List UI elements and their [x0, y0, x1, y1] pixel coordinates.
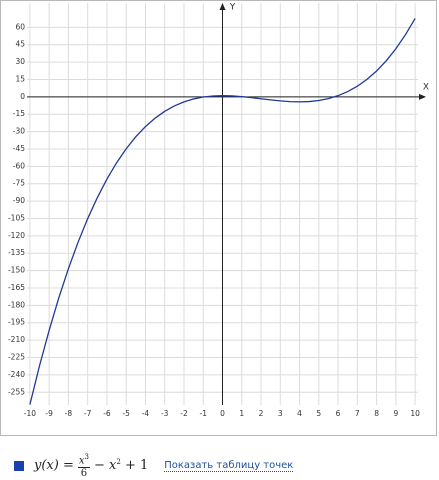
y-tick-label: -15	[13, 109, 25, 118]
x-tick-label: -8	[65, 409, 73, 418]
x-tick-label: -4	[142, 409, 150, 418]
formula: y(x) = x3 6 − x2 + 1	[34, 453, 148, 478]
numerator-exp: 3	[84, 453, 89, 462]
formula-exp: 2	[116, 458, 121, 467]
y-tick-label: -180	[8, 300, 25, 309]
denominator: 6	[80, 467, 88, 479]
numerator: x	[78, 455, 85, 467]
x-tick-label: 0	[220, 409, 225, 418]
x-tick-label: -2	[180, 409, 188, 418]
y-axis-label: Y	[229, 3, 236, 13]
x-axis-arrow	[419, 93, 426, 100]
y-tick-label: -120	[8, 231, 25, 240]
chart-frame	[0, 0, 437, 436]
y-tick-label: -105	[8, 213, 25, 222]
y-tick-label: -255	[8, 387, 25, 396]
x-tick-label: 6	[336, 409, 341, 418]
y-tick-label: -240	[8, 370, 25, 379]
y-tick-label: -195	[8, 318, 25, 327]
x-tick-label: 3	[278, 409, 283, 418]
fraction: x3 6	[77, 453, 90, 479]
y-tick-label: -75	[13, 179, 25, 188]
y-tick-label: -30	[13, 127, 25, 136]
y-tick-label: -165	[8, 283, 25, 292]
x-tick-label: 9	[393, 409, 398, 418]
formula-tail: + 1	[124, 458, 149, 474]
y-tick-label: -135	[8, 248, 25, 257]
chart: -10 -9 -8 -7 -6 -5 -4 -3 -2 -1 0 1 2 3 4 5 6 7 8 9 106045301…	[0, 0, 437, 436]
y-tick-label: 0	[20, 92, 25, 101]
x-tick-label: 1	[239, 409, 244, 418]
x-tick-label: -6	[103, 409, 111, 418]
x-tick-label: 2	[259, 409, 264, 418]
y-tick-label: 30	[15, 57, 25, 66]
y-tick-label: -225	[8, 353, 25, 362]
x-axis-label: X	[423, 82, 429, 92]
y-tick-label: 15	[15, 74, 25, 83]
y-tick-label: -90	[13, 196, 25, 205]
x-tick-label: -9	[45, 409, 53, 418]
formula-mid: − x	[93, 458, 117, 474]
x-tick-label: 7	[355, 409, 360, 418]
x-tick-label: 4	[297, 409, 302, 418]
formula-lhs: y(x) =	[34, 458, 74, 474]
show-table-link[interactable]: Показать таблицу точек	[164, 460, 294, 472]
x-tick-label: 8	[374, 409, 379, 418]
x-tick-label: 10	[410, 409, 420, 418]
x-tick-label: -10	[24, 409, 36, 418]
series-line	[29, 18, 416, 405]
y-tick-label: -45	[13, 144, 25, 153]
y-tick-label: -60	[13, 161, 25, 170]
y-tick-label: -150	[8, 266, 25, 275]
y-tick-label: -210	[8, 335, 25, 344]
x-tick-label: 5	[316, 409, 321, 418]
x-tick-label: -1	[199, 409, 207, 418]
legend-swatch	[14, 461, 24, 471]
y-axis-arrow	[219, 3, 226, 10]
x-tick-label: -7	[84, 409, 92, 418]
x-tick-label: -3	[161, 409, 169, 418]
legend: y(x) = x3 6 − x2 + 1 Показать таблицу точек	[14, 452, 294, 480]
y-tick-label: 60	[15, 22, 25, 31]
x-tick-label: -5	[122, 409, 130, 418]
y-tick-label: 45	[15, 40, 25, 49]
